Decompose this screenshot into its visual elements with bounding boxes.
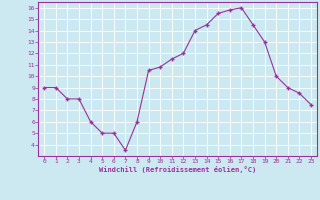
X-axis label: Windchill (Refroidissement éolien,°C): Windchill (Refroidissement éolien,°C) [99, 166, 256, 173]
